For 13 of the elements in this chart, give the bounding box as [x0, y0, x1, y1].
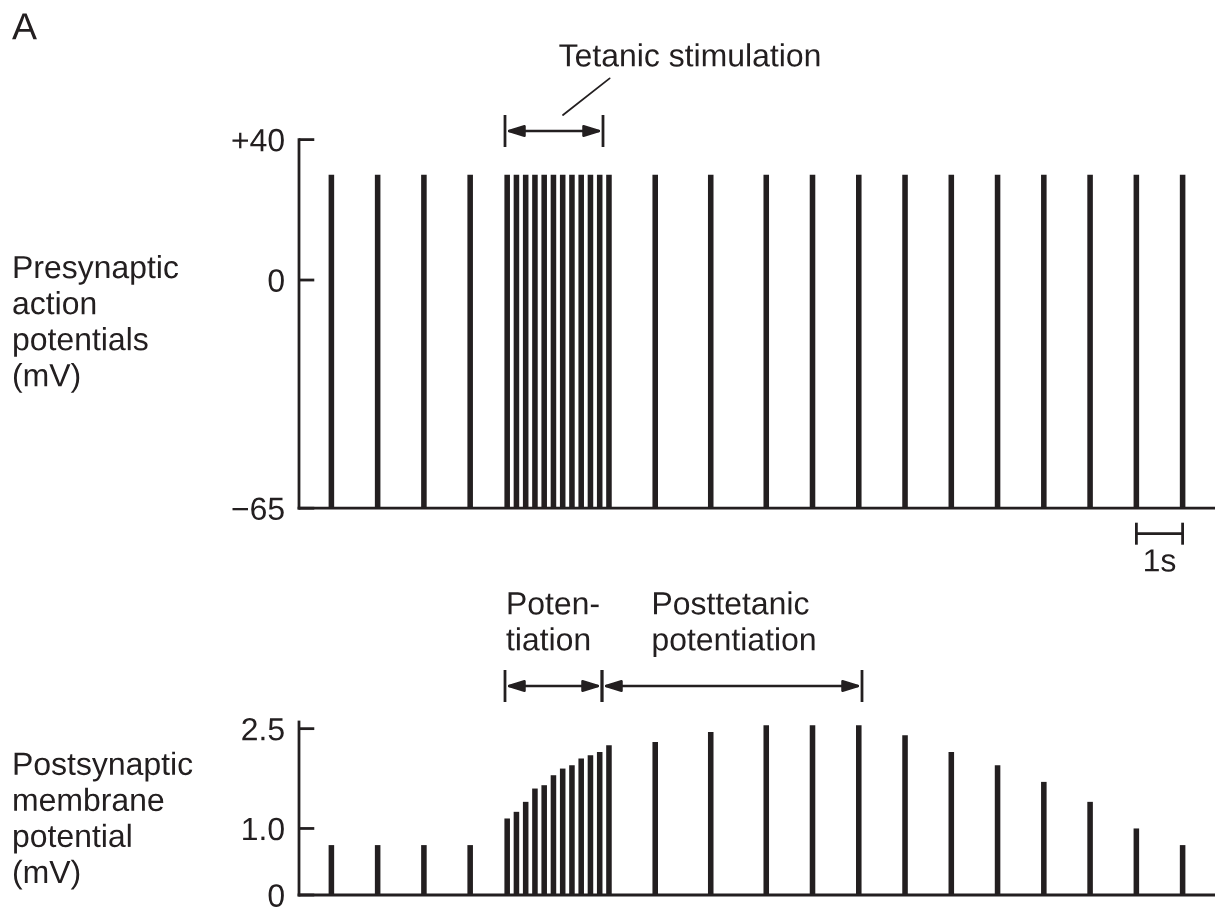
y-axis-title: Presynaptic action potentials (mV) — [13, 254, 179, 393]
y-tick-label: 0 — [268, 884, 284, 907]
text: Posttetanic potentiation — [653, 591, 815, 657]
text: Poten- tiation — [506, 592, 599, 651]
y-tick-label: +40 — [232, 128, 284, 152]
y-axis-title: Postsynaptic membrane potential (mV) — [13, 751, 193, 890]
text: 1s — [1145, 549, 1176, 572]
chart-title: A — [12, 13, 37, 40]
y-tick-label: 0 — [268, 269, 284, 292]
text: Tetanic stimulation — [559, 43, 820, 67]
y-tick-label: 2.5 — [242, 717, 284, 741]
y-tick-label: 1.0 — [243, 817, 284, 841]
y-tick-label: −65 — [232, 497, 284, 521]
